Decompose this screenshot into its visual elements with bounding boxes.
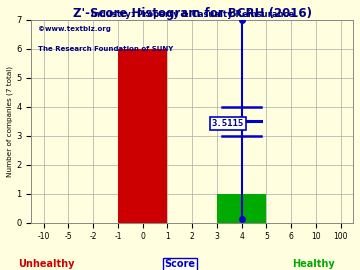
Title: Z'-Score Histogram for BCRH (2016): Z'-Score Histogram for BCRH (2016) [73, 7, 312, 20]
Text: Unhealthy: Unhealthy [19, 259, 75, 269]
Text: 3.5115: 3.5115 [212, 119, 244, 128]
Text: ©www.textbiz.org: ©www.textbiz.org [38, 26, 111, 32]
Text: Healthy: Healthy [292, 259, 334, 269]
Text: Score: Score [165, 259, 195, 269]
Text: Industry: Property & Casualty Reinsurance: Industry: Property & Casualty Reinsuranc… [91, 10, 294, 19]
Text: The Research Foundation of SUNY: The Research Foundation of SUNY [38, 46, 173, 52]
Bar [118, 49, 167, 223]
Y-axis label: Number of companies (7 total): Number of companies (7 total) [7, 66, 13, 177]
Bar [217, 194, 266, 223]
